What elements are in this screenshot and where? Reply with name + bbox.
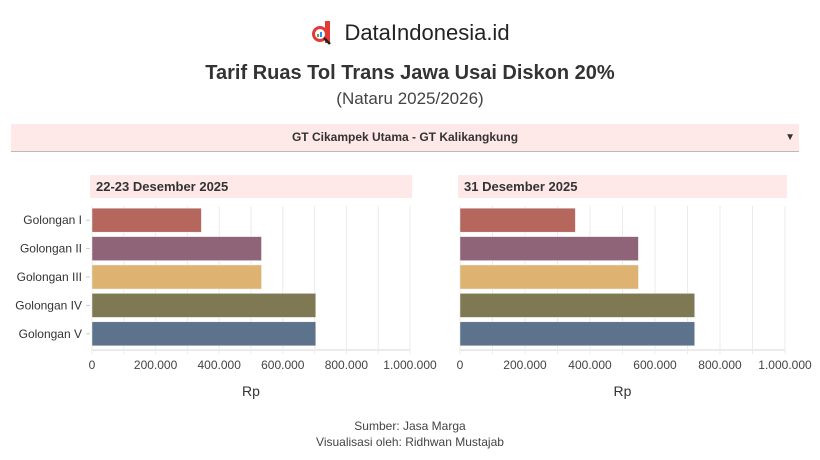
bar-golongan-iv bbox=[91, 293, 316, 318]
brand-logo: DataIndonesia.id bbox=[0, 20, 820, 46]
panel-strip bbox=[458, 175, 787, 198]
credit-line: Visualisasi oleh: Ridhwan Mustajab bbox=[316, 435, 504, 449]
bar-chart: 22-23 Desember 2025 0 200.000 400.000 600.00… bbox=[15, 175, 812, 399]
route-dropdown[interactable]: GT Cikampek Utama - GT Kalikangkung ▼ bbox=[11, 124, 799, 152]
y-tick-label: Golongan II bbox=[20, 242, 82, 256]
panel-label: 22-23 Desember 2025 bbox=[96, 179, 228, 194]
bar-golongan-ii bbox=[459, 236, 639, 261]
x-tick-label: 200.000 bbox=[134, 358, 178, 372]
bar-golongan-v bbox=[459, 321, 695, 347]
bar-golongan-v bbox=[91, 321, 316, 347]
caret-down-icon: ▼ bbox=[785, 132, 795, 143]
chart-title: Tarif Ruas Tol Trans Jawa Usai Diskon 20… bbox=[205, 62, 615, 84]
y-tick-label: Golongan IV bbox=[15, 298, 82, 312]
x-tick-label: 1.000.000 bbox=[383, 358, 437, 372]
x-tick-label: 800.000 bbox=[325, 358, 369, 372]
bar-golongan-i bbox=[91, 207, 202, 233]
x-tick-label: 800.000 bbox=[698, 358, 742, 372]
x-tick-label: 0 bbox=[89, 358, 96, 372]
y-tick-label: Golongan I bbox=[23, 213, 82, 227]
x-tick-label: 1.000.000 bbox=[758, 358, 812, 372]
panel-strip bbox=[90, 175, 412, 198]
brand-name: DataIndonesia.id bbox=[344, 20, 510, 45]
x-tick-label: 400.000 bbox=[198, 358, 242, 372]
panel-label: 31 Desember 2025 bbox=[464, 179, 577, 194]
dataindonesia-logo-icon bbox=[312, 21, 332, 45]
bar-golongan-iii bbox=[459, 264, 639, 290]
x-tick-label: 200.000 bbox=[503, 358, 547, 372]
chart-subtitle: (Nataru 2025/2026) bbox=[336, 89, 484, 108]
bar-golongan-iii bbox=[91, 264, 262, 290]
route-dropdown-value: GT Cikampek Utama - GT Kalikangkung bbox=[291, 130, 519, 144]
bar-golongan-iv bbox=[459, 293, 695, 318]
x-tick-label: 0 bbox=[457, 358, 464, 372]
bar-golongan-ii bbox=[91, 236, 262, 261]
source-line: Sumber: Jasa Marga bbox=[354, 419, 466, 433]
y-tick-label: Golongan V bbox=[19, 327, 82, 341]
x-axis-title: Rp bbox=[614, 383, 632, 399]
x-tick-label: 600.000 bbox=[633, 358, 677, 372]
y-tick-label: Golongan III bbox=[17, 270, 82, 284]
bar-golongan-i bbox=[459, 207, 576, 233]
x-axis-title: Rp bbox=[242, 383, 260, 399]
source-note: Sumber: Jasa Marga Visualisasi oleh: Rid… bbox=[0, 418, 820, 450]
x-tick-label: 400.000 bbox=[568, 358, 612, 372]
x-tick-label: 600.000 bbox=[261, 358, 305, 372]
